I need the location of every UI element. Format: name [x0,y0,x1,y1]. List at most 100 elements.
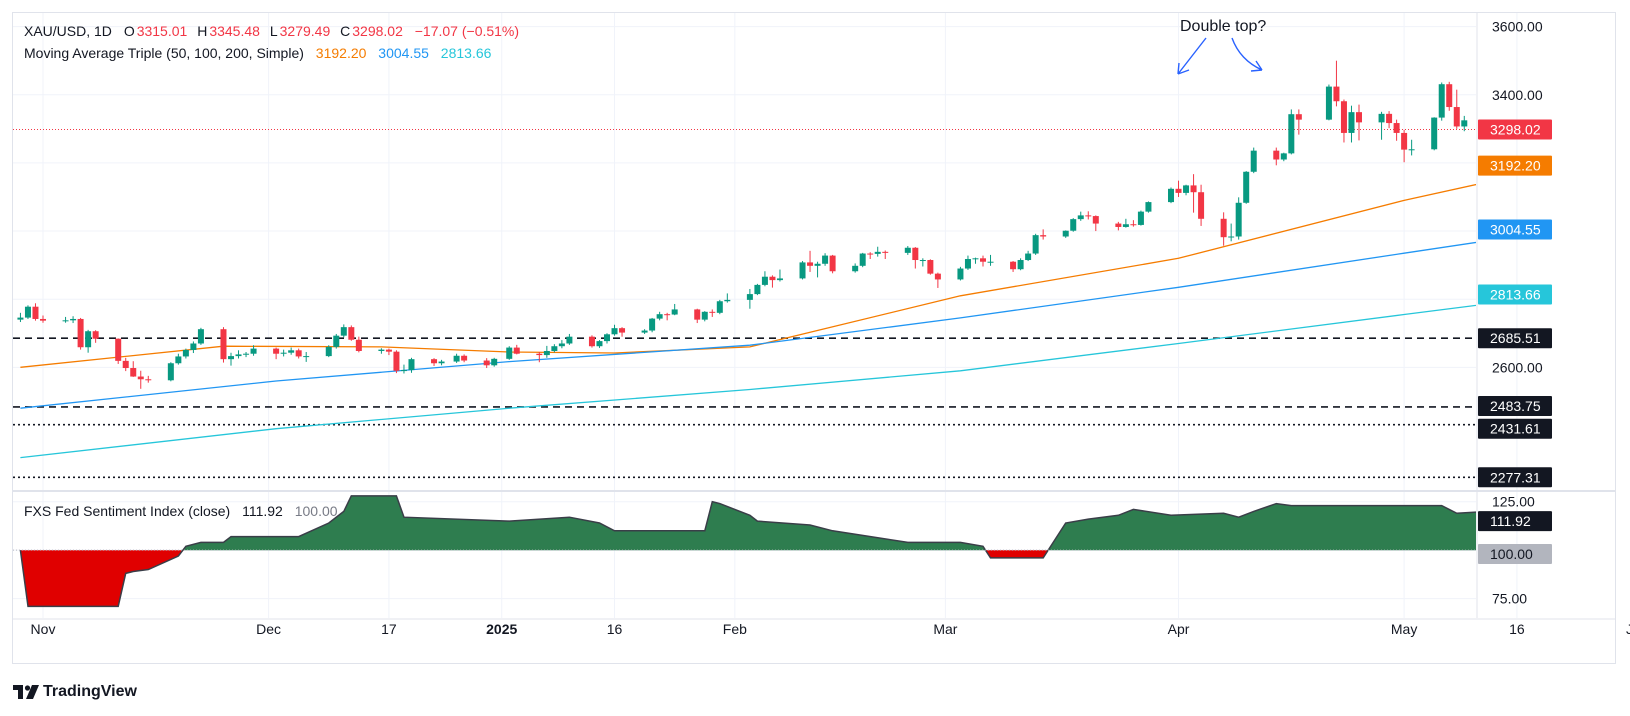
candle-body [1393,123,1400,133]
candle-body [904,247,911,253]
time-tick-label: Mar [933,621,957,637]
candle-body [1190,185,1197,193]
candle-body [1288,114,1295,154]
indicator-baseline: 100.00 [294,503,338,519]
candle-body [867,253,874,255]
candle-body [1122,224,1129,227]
ma200-value: 2813.66 [440,45,492,61]
candle-body [145,379,152,381]
price-label: 2685.51 [1490,330,1541,346]
candle-body [701,311,708,320]
price-tick-label: 3400.00 [1492,87,1543,103]
candle-body [1295,114,1302,120]
time-tick-label: Apr [1168,621,1190,637]
candle-body [1175,188,1182,193]
candle-body [235,354,242,357]
price-label: 3298.02 [1490,122,1541,138]
candle-body [137,376,144,380]
time-tick-label: Feb [723,621,747,637]
high-value: 3345.48 [209,23,260,39]
candle-body [769,276,776,281]
candle-body [859,253,866,266]
open-label: O [123,23,135,39]
candle-body [1137,211,1144,225]
price-label-box [1478,155,1552,176]
price-label: 2277.31 [1490,469,1541,485]
candle-body [822,255,829,264]
candle-body [588,336,595,347]
candle-body [566,336,573,344]
candle-body [987,261,994,263]
close-value: 3298.02 [352,23,403,39]
double-top-annotation: Double top? [1180,18,1267,35]
candle-body [1017,260,1024,270]
candle-body [85,331,92,348]
candle-body [1235,202,1242,237]
candle-body [1552,124,1558,133]
sentiment-label: 111.92 [1490,513,1531,529]
ma-legend-title: Moving Average Triple (50, 100, 200, Sim… [24,45,304,61]
candle-body [408,359,415,371]
candle-body [1168,188,1174,203]
candle-body [1453,107,1460,127]
candle-body [882,251,889,253]
time-tick-label: May [1391,621,1417,637]
candle-body [1032,235,1039,254]
candle-body [483,360,490,366]
candle-body [964,258,971,269]
candle-body [378,349,385,351]
candle-body [596,341,603,347]
candle-body [641,330,648,333]
candle-body [228,356,234,360]
candle-body [1070,219,1077,231]
candle-body [1431,117,1438,150]
candle-body [649,318,656,331]
tradingview-icon [13,685,39,699]
price-label-box [1478,418,1552,439]
candle-body [1010,261,1017,270]
low-label: L [269,23,278,39]
candle-body [814,263,821,266]
candle-body [431,359,438,364]
candle-body [919,260,926,262]
candle-body [694,309,701,320]
candle-body [24,306,31,318]
candle-body [611,328,618,335]
candle-body [656,314,663,319]
candle-body [1228,236,1235,238]
ma50-value: 3192.20 [315,45,367,61]
candle-body [1333,86,1340,102]
candle-body [122,360,129,369]
candle-body [980,258,986,262]
price-label-box [1478,219,1552,240]
candle-body [716,301,723,313]
candle-body [1356,112,1362,123]
sentiment-label-box [1478,511,1552,532]
candle-body [1273,150,1280,160]
candle-body [273,348,280,354]
candle-body [1092,216,1099,224]
candle-body [724,299,731,302]
sentiment-tick-label: 125.00 [1492,494,1535,510]
candle-body [280,352,287,354]
candle-body [1378,113,1385,123]
candle-body [491,358,498,366]
candle-body [1130,224,1137,226]
candle-body [1386,113,1393,124]
low-value: 3279.49 [279,23,331,39]
candle-body [340,327,347,336]
candle-body [355,339,362,351]
candle-body [325,346,332,357]
candle-body [1062,230,1069,237]
price-label-box [1478,395,1552,416]
sentiment-label: 100.00 [1490,546,1533,562]
candle-body [664,314,671,316]
candle-body [250,348,257,354]
candle-body [115,338,122,361]
tradingview-logo[interactable]: TradingView [13,683,137,701]
candle-body [32,306,39,319]
candle-body [92,331,99,339]
candle-body [453,355,460,362]
candle-body [1408,149,1415,151]
